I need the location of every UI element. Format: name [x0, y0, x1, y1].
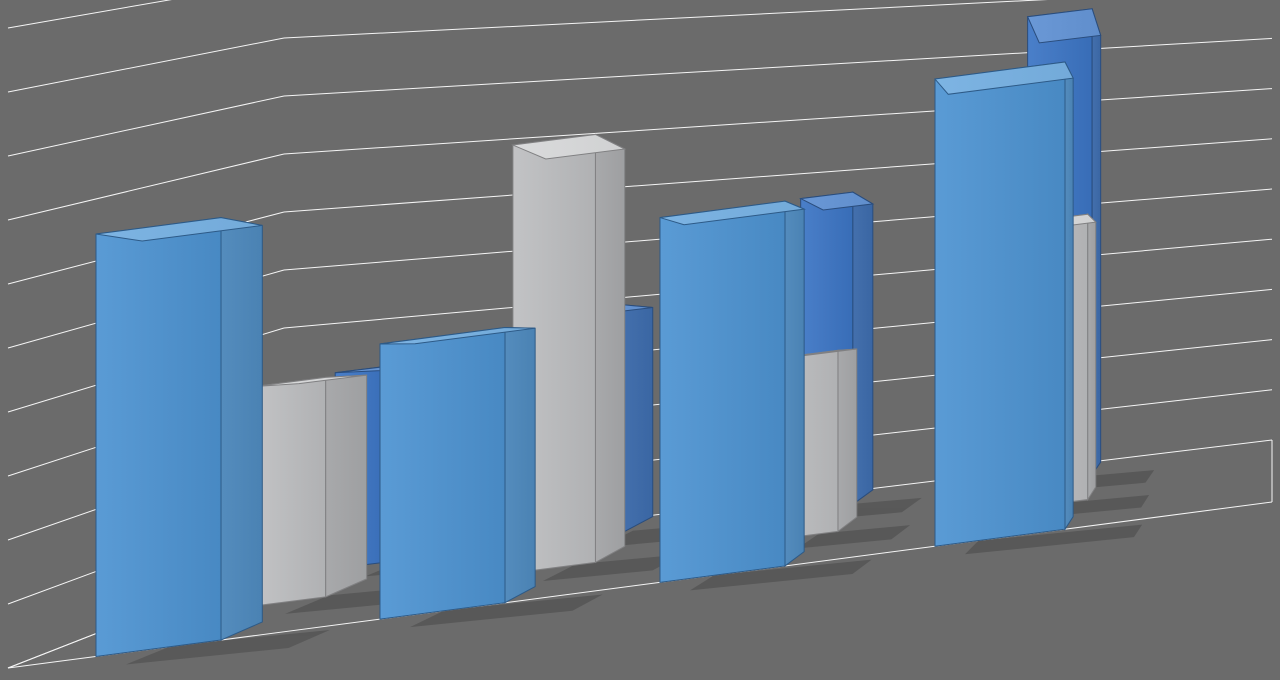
bar-mid — [255, 375, 367, 606]
bar-front — [96, 218, 262, 657]
bar-chart-3d — [0, 0, 1280, 680]
bar-front — [935, 62, 1073, 546]
bar-front — [660, 201, 804, 582]
bar-front — [380, 328, 535, 620]
